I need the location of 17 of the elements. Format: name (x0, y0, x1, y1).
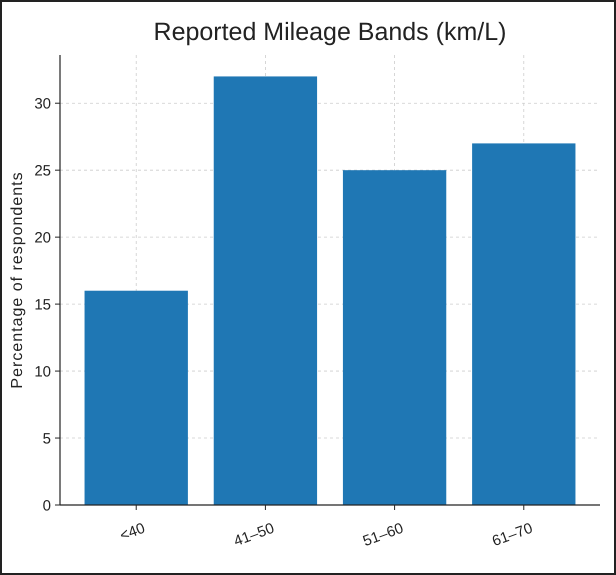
y-axis-title: Percentage of respondents (9, 171, 26, 389)
bar (472, 143, 576, 505)
bar (214, 76, 318, 505)
bar (342, 170, 446, 505)
chart-title: Reported Mileage Bands (km/L) (154, 18, 506, 46)
y-tick-label: 0 (42, 497, 51, 514)
y-tick-label: 25 (34, 162, 51, 180)
x-tick-label: 41–50 (232, 520, 277, 550)
x-tick-label: 61–70 (490, 520, 535, 550)
y-tick-label: 10 (34, 363, 51, 380)
x-tick-label: 51–60 (360, 520, 406, 550)
y-tick-label: 5 (42, 430, 51, 448)
x-tick-label: <40 (118, 520, 148, 544)
y-tick-label: 30 (34, 95, 51, 112)
bar (84, 290, 188, 505)
y-tick-label: 20 (34, 229, 51, 246)
y-tick-label: 15 (34, 296, 51, 314)
